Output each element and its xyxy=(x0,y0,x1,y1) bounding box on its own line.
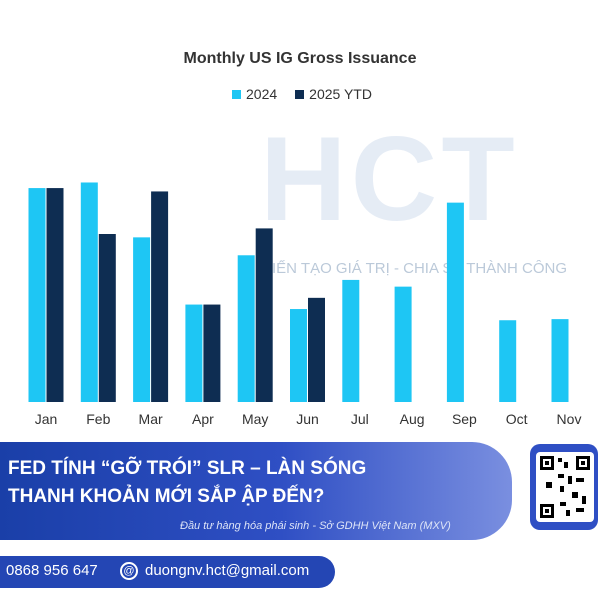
x-tick-label: Mar xyxy=(139,411,163,427)
bar-aug-2024 xyxy=(394,286,412,402)
x-tick-label: Aug xyxy=(400,411,425,427)
legend-label-2024: 2024 xyxy=(246,86,278,102)
bar-mar-2024 xyxy=(133,237,151,402)
bar-apr-2025 xyxy=(203,304,221,402)
headline-line-2: THANH KHOẢN MỚI SẮP ẬP ĐẾN? xyxy=(8,486,325,507)
bar-may-2025 xyxy=(255,228,273,402)
x-tick-label: Apr xyxy=(192,411,214,427)
bar-jul-2024 xyxy=(342,279,360,402)
legend-item-2025: 2025 YTD xyxy=(295,86,372,102)
bar-feb-2025 xyxy=(98,234,116,402)
chart-title: Monthly US IG Gross Issuance xyxy=(183,50,417,67)
bar-may-2024 xyxy=(237,255,255,402)
bar-mar-2025 xyxy=(151,191,169,402)
chart-legend: 2024 2025 YTD xyxy=(232,86,372,102)
watermark-tagline: KIẾN TẠO GIÁ TRỊ - CHIA SẺ THÀNH CÔNG xyxy=(262,260,568,277)
x-tick-labels: Jan Feb Mar Apr May Jun Jul Aug Sep Oct Nov xyxy=(35,411,582,427)
bar-apr-2024 xyxy=(185,304,203,402)
mail-icon: @ xyxy=(120,562,138,580)
bar-jun-2024 xyxy=(290,309,307,402)
x-tick-label: Nov xyxy=(557,411,582,427)
legend-swatch-2024 xyxy=(232,89,241,99)
bar-jun-2025 xyxy=(308,297,325,402)
watermark-logo: HCT xyxy=(260,112,519,246)
phone-number[interactable]: 0868 956 647 xyxy=(6,562,98,579)
headline-banner xyxy=(0,442,512,540)
bar-nov-2024 xyxy=(551,319,569,402)
email-address[interactable]: duongnv.hct@gmail.com xyxy=(145,562,310,579)
bar-oct-2024 xyxy=(499,320,517,402)
headline-line-1: FED TÍNH “GỠ TRÓI” SLR – LÀN SÓNG xyxy=(8,458,367,479)
x-tick-label: Oct xyxy=(506,411,528,427)
bar-chart: Jan Feb Mar Apr May Jun Jul Aug Sep Oct Nov xyxy=(28,182,582,427)
bars-group xyxy=(28,182,569,402)
x-tick-label: Sep xyxy=(452,411,477,427)
x-tick-label: Feb xyxy=(86,411,110,427)
bar-jan-2024 xyxy=(28,188,46,402)
source-caption: Đầu tư hàng hóa phái sinh - Sở GDHH Việt… xyxy=(180,520,451,532)
legend-label-2025: 2025 YTD xyxy=(309,86,372,102)
x-tick-label: Jan xyxy=(35,411,58,427)
x-tick-label: Jul xyxy=(351,411,369,427)
legend-swatch-2025 xyxy=(295,89,305,99)
bar-feb-2024 xyxy=(80,182,98,402)
x-tick-label: May xyxy=(242,411,268,427)
legend-item-2024: 2024 xyxy=(232,86,277,102)
qr-code-icon[interactable] xyxy=(536,452,594,522)
bar-jan-2025 xyxy=(46,188,64,402)
contact-bar xyxy=(0,556,335,588)
bar-sep-2024 xyxy=(446,202,464,402)
x-tick-label: Jun xyxy=(296,411,319,427)
